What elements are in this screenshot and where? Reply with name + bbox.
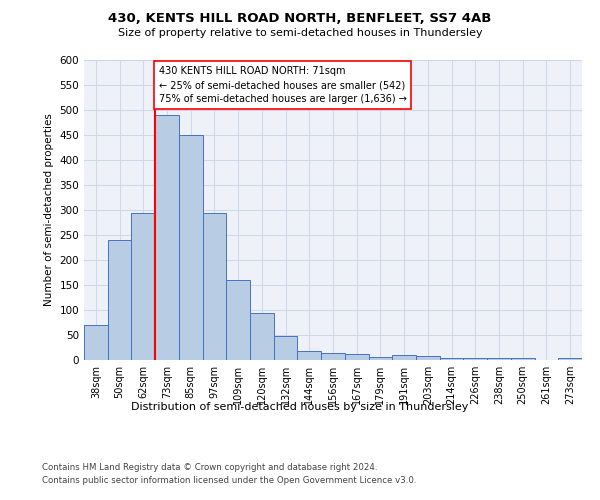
Bar xyxy=(463,358,487,360)
Bar xyxy=(131,212,155,360)
Bar xyxy=(321,353,345,360)
Bar xyxy=(250,312,274,360)
Bar xyxy=(155,115,179,360)
Bar xyxy=(368,356,392,360)
Bar xyxy=(274,336,298,360)
Bar xyxy=(392,355,416,360)
Bar xyxy=(179,135,203,360)
Bar xyxy=(487,358,511,360)
Bar xyxy=(345,354,368,360)
Text: 430 KENTS HILL ROAD NORTH: 71sqm
← 25% of semi-detached houses are smaller (542): 430 KENTS HILL ROAD NORTH: 71sqm ← 25% o… xyxy=(159,66,407,104)
Bar xyxy=(226,280,250,360)
Bar xyxy=(84,325,108,360)
Bar xyxy=(298,351,321,360)
Bar xyxy=(203,212,226,360)
Bar xyxy=(440,358,463,360)
Text: Contains public sector information licensed under the Open Government Licence v3: Contains public sector information licen… xyxy=(42,476,416,485)
Bar xyxy=(416,356,440,360)
Bar xyxy=(558,358,582,360)
Text: Contains HM Land Registry data © Crown copyright and database right 2024.: Contains HM Land Registry data © Crown c… xyxy=(42,462,377,471)
Bar xyxy=(511,358,535,360)
Text: Size of property relative to semi-detached houses in Thundersley: Size of property relative to semi-detach… xyxy=(118,28,482,38)
Text: Distribution of semi-detached houses by size in Thundersley: Distribution of semi-detached houses by … xyxy=(131,402,469,412)
Text: 430, KENTS HILL ROAD NORTH, BENFLEET, SS7 4AB: 430, KENTS HILL ROAD NORTH, BENFLEET, SS… xyxy=(109,12,491,26)
Y-axis label: Number of semi-detached properties: Number of semi-detached properties xyxy=(44,114,54,306)
Bar xyxy=(108,240,131,360)
